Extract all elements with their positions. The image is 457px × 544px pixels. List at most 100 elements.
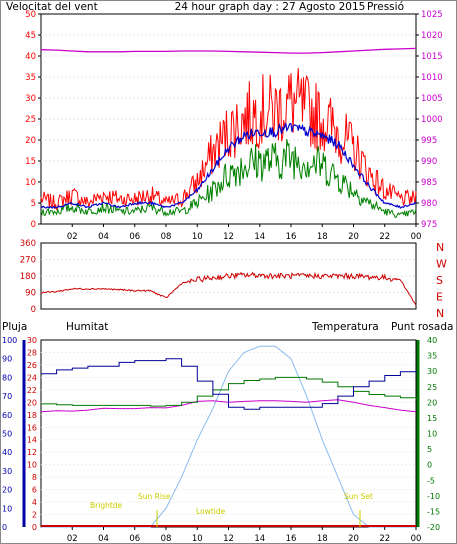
wind-speed-line [40, 68, 417, 211]
humidity-y-tick-label: 30 [2, 467, 12, 476]
climate-x-tick-label: 02 [67, 534, 78, 544]
humidity-y-tick-label: 60 [2, 411, 12, 420]
wind-series [40, 47, 417, 219]
climate-x-tick-label: 22 [379, 534, 390, 544]
temperature-y-tick-label: 40 [427, 336, 437, 345]
rain-y-tick-label: 14 [27, 436, 37, 445]
wind-y-tick-label: 5 [31, 199, 36, 209]
temperature-y-tick-label: 15 [427, 414, 437, 423]
pressure-y-tick-label: 1015 [421, 52, 443, 62]
wind-x-tick-label: 20 [348, 232, 359, 242]
lowtide-annotation: Lowtide [196, 507, 226, 516]
direction-y-tick-label: 360 [20, 239, 36, 249]
temperature-y-tick-label: 25 [427, 383, 437, 392]
temperature-y-tick-label: 20 [427, 398, 437, 407]
rain-y-tick-label: 30 [27, 336, 37, 345]
rain-y-tick-label: 26 [27, 361, 37, 370]
rain-y-tick-label: 4 [32, 498, 37, 507]
pressure-y-tick-label: 975 [421, 220, 437, 230]
temperature-y-tick-label: -15 [427, 507, 440, 516]
brightday-annotation: Brightde [90, 501, 123, 510]
compass-letter-label: E [436, 291, 443, 304]
direction-y-tick-label: 90 [25, 289, 36, 299]
pressure-y-tick-label: 980 [421, 199, 437, 209]
compass-letter-label: N [436, 241, 444, 254]
climate-x-tick-label: 06 [129, 534, 140, 544]
humidity-line [41, 358, 417, 410]
wind-y-tick-label: 40 [25, 52, 36, 62]
pressure-y-tick-label: 1025 [421, 10, 443, 20]
rain-y-tick-label: 2 [32, 511, 37, 520]
sunrise-annotation: Sun Rise [138, 492, 171, 501]
climate-x-tick-label: 18 [317, 534, 328, 544]
wind-average-line [40, 122, 417, 209]
humidity-y-tick-label: 70 [2, 392, 12, 401]
humidity-y-tick-label: 10 [2, 504, 12, 513]
climate-x-tick-label: 04 [98, 534, 109, 544]
rain-y-tick-label: 6 [32, 486, 37, 495]
pressure-label: Pressió [367, 1, 404, 13]
pressure-y-tick-label: 1005 [421, 94, 443, 104]
compass-letter-label: W [436, 258, 447, 271]
temperature-y-tick-label: 0 [427, 461, 432, 470]
climate-x-tick-label: 14 [254, 534, 265, 544]
rain-y-tick-label: 20 [27, 398, 37, 407]
climate-axis-ticks: 0102030405060708090100024681012141618202… [2, 336, 440, 532]
graph-title: 24 hour graph day : 27 Agosto 2015 [175, 1, 366, 13]
humidity-y-tick-label: 80 [2, 373, 12, 382]
climate-x-tick-label: 12 [223, 534, 234, 544]
climate-x-tick-label: 08 [161, 534, 172, 544]
climate-x-axis-ticks: 02 04 06 08 10 12 14 16 18 20 22 00 [67, 527, 421, 544]
wind-x-tick-label: 22 [379, 232, 390, 242]
wind-y-tick-label: 50 [25, 10, 36, 20]
wind-y-tick-label: 25 [25, 115, 36, 125]
pressure-y-tick-label: 1020 [421, 31, 443, 41]
wind-y-tick-label: 35 [25, 73, 36, 83]
wind-y-tick-label: 45 [25, 31, 36, 41]
direction-grid [41, 259, 416, 293]
temperature-line [41, 376, 417, 407]
climate-x-tick-label: 20 [348, 534, 359, 544]
rain-y-tick-label: 18 [27, 411, 37, 420]
rain-y-tick-label: 28 [27, 348, 37, 357]
compass-letter-label: N [436, 307, 444, 320]
rain-y-tick-label: 22 [27, 386, 37, 395]
climate-x-tick-label: 16 [286, 534, 297, 544]
humidity-y-tick-label: 40 [2, 448, 12, 457]
wind-x-tick-label: 12 [223, 232, 234, 242]
humidity-y-tick-label: 100 [2, 336, 17, 345]
humidity-y-tick-label: 50 [2, 430, 12, 439]
wind-gust-line [40, 139, 417, 219]
humidity-y-tick-label: 20 [2, 486, 12, 495]
dewpoint-label: Punt rosada [391, 321, 453, 333]
temperature-y-tick-label: -20 [427, 523, 440, 532]
wind-y-tick-label: 30 [25, 94, 36, 104]
wind-direction-line [40, 271, 417, 306]
rain-y-tick-label: 12 [27, 448, 37, 457]
wind-axis-ticks: 0510152025303540455097598098599099510001… [25, 10, 442, 230]
temperature-y-tick-label: 30 [427, 367, 437, 376]
wind-x-tick-label: 10 [192, 232, 203, 242]
wind-y-tick-label: 20 [25, 136, 36, 146]
direction-y-tick-label: 270 [20, 256, 36, 266]
wind-x-tick-label: 08 [161, 232, 172, 242]
rain-y-tick-label: 0 [32, 523, 37, 532]
wind-x-tick-label: 18 [317, 232, 328, 242]
rain-y-tick-label: 16 [27, 423, 37, 432]
pressure-y-tick-label: 990 [421, 157, 437, 167]
wind-y-tick-label: 15 [25, 157, 36, 167]
compass-letter-label: S [436, 274, 443, 287]
wind-x-tick-label: 16 [286, 232, 297, 242]
pressure-line [40, 47, 417, 54]
humidity-label: Humitat [66, 321, 108, 333]
sunset-annotation: Sun Set [344, 492, 373, 501]
direction-series [40, 271, 417, 306]
temperature-label: Temperatura [311, 321, 379, 333]
wind-x-tick-label: 14 [254, 232, 265, 242]
direction-y-tick-label: 180 [20, 272, 36, 282]
temperature-y-tick-label: 5 [427, 445, 432, 454]
direction-y-tick-label: 0 [31, 305, 36, 315]
